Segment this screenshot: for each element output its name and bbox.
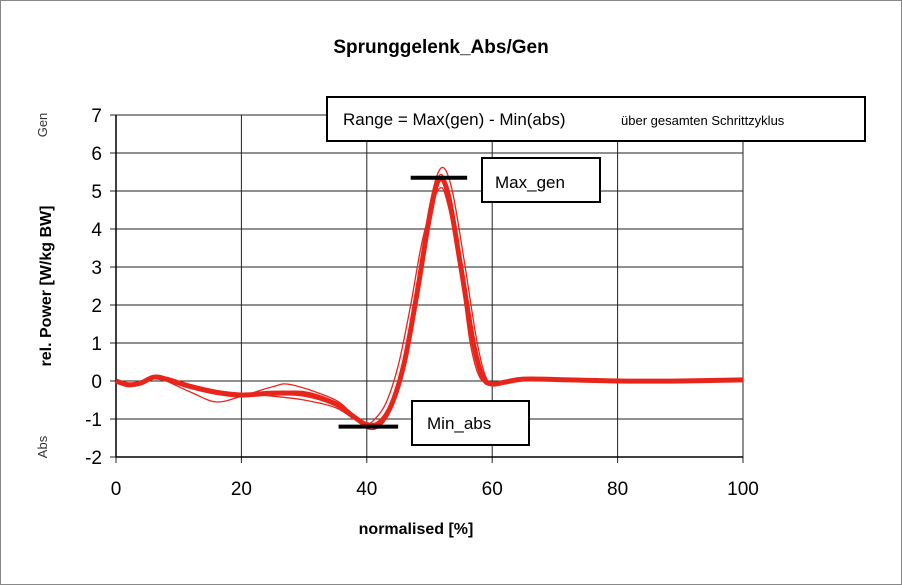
abs-label: Abs xyxy=(35,435,50,458)
max-label: Max_gen xyxy=(495,173,565,192)
series-mean-line xyxy=(115,175,744,428)
x-tick-label: 20 xyxy=(231,479,252,500)
y-tick-label: 6 xyxy=(91,144,102,165)
y-axis-label: rel. Power [W/kg BW] xyxy=(38,206,55,367)
markers xyxy=(338,175,468,429)
range-note-small: über gesamten Schrittzyklus xyxy=(621,113,785,128)
ticks: -2 -1 0 1 2 3 4 5 6 7 0 20 40 60 80 100 xyxy=(85,106,759,500)
chart-title: Sprunggelenk_Abs/Gen xyxy=(333,37,548,58)
y-tick-label: -2 xyxy=(85,448,102,469)
y-tick-label: 0 xyxy=(91,372,102,393)
x-tick-label: 80 xyxy=(607,479,628,500)
min-label-box: Min_abs xyxy=(411,400,530,446)
x-tick-label: 0 xyxy=(111,479,122,500)
y-tick-label: 3 xyxy=(91,258,102,279)
x-axis-label: normalised [%] xyxy=(359,521,474,538)
range-note: Range = Max(gen) - Min(abs) xyxy=(343,110,566,129)
x-tick-label: 100 xyxy=(727,479,759,500)
y-tick-label: 7 xyxy=(91,106,102,127)
y-tick-label: 5 xyxy=(91,182,102,203)
x-tick-label: 60 xyxy=(482,479,503,500)
y-tick-label: 4 xyxy=(91,220,102,241)
x-tick-label: 40 xyxy=(356,479,377,500)
max-label-box: Max_gen xyxy=(481,157,601,203)
y-tick-label: 2 xyxy=(91,296,102,317)
min-label: Min_abs xyxy=(427,414,491,433)
gen-label: Gen xyxy=(35,113,50,138)
range-note-box: Range = Max(gen) - Min(abs) über gesamte… xyxy=(326,96,866,142)
series-lines xyxy=(115,166,744,431)
y-tick-label: 1 xyxy=(91,334,102,355)
y-tick-label: -1 xyxy=(85,410,102,431)
